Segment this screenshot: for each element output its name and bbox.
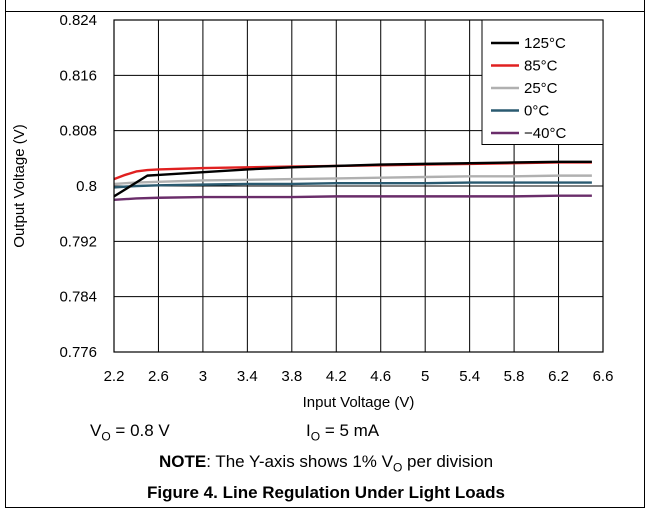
- y-tick-label: 0.808: [59, 123, 97, 140]
- note-text: : The Y-axis shows 1% V: [206, 452, 393, 471]
- note-subscript: O: [392, 460, 403, 475]
- legend-label: 85°C: [524, 58, 558, 75]
- y-axis-title: Output Voltage (V): [11, 124, 28, 247]
- figure-caption: Figure 4. Line Regulation Under Light Lo…: [147, 483, 505, 502]
- x-tick-label: 2.6: [148, 368, 169, 385]
- note-text-end: per division: [402, 452, 494, 471]
- figure-frame: [5, 0, 645, 508]
- x-tick-label: 2.2: [104, 368, 125, 385]
- x-tick-label: 3.4: [237, 368, 258, 385]
- x-axis-title: Input Voltage (V): [303, 394, 415, 411]
- y-tick-label: 0.816: [59, 67, 97, 84]
- frame-top-border: [5, 11, 645, 12]
- y-tick-label: 0.8: [76, 178, 97, 195]
- line-chart: 2.2 2.6 3 3.4 3.8 4.2 4.6 5 5.4 5.8 6.2 6.6 0.776 0.7…: [11, 12, 613, 411]
- y-tick-label: 0.776: [59, 344, 97, 361]
- vo-label: V: [90, 421, 102, 440]
- series-layer: [113, 160, 592, 202]
- tick-label-layer: 2.2 2.6 3 3.4 3.8 4.2 4.6 5 5.4 5.8 6.2 6.6 0.776 0.7…: [59, 12, 613, 385]
- vo-value: = 0.8 V: [115, 421, 170, 440]
- legend-label: −40°C: [524, 125, 566, 142]
- legend-label: 0°C: [524, 103, 549, 120]
- io-subscript: O: [310, 429, 321, 444]
- note-label: NOTE: [158, 452, 207, 471]
- x-tick-label: 6.6: [593, 368, 614, 385]
- legend-label: 125°C: [524, 35, 566, 52]
- x-tick-label: 5: [421, 368, 429, 385]
- output-voltage-condition: VO = 0.8 V: [90, 421, 170, 443]
- x-tick-label: 5.4: [459, 368, 480, 385]
- y-tick-label: 0.784: [59, 289, 97, 306]
- io-value: = 5 mA: [324, 421, 380, 440]
- y-tick-label: 0.824: [59, 12, 97, 29]
- x-tick-label: 5.8: [504, 368, 525, 385]
- series-line: [113, 174, 592, 186]
- series-line: [113, 160, 592, 198]
- x-tick-label: 3.8: [281, 368, 302, 385]
- x-tick-label: 4.2: [326, 368, 347, 385]
- x-tick-label: 3: [199, 368, 207, 385]
- y-tick-label: 0.792: [59, 233, 97, 250]
- output-current-condition: IO = 5 mA: [306, 421, 379, 443]
- legend-label: 25°C: [524, 80, 558, 97]
- x-tick-label: 4.6: [370, 368, 391, 385]
- vo-subscript: O: [101, 429, 111, 444]
- note: NOTE: The Y-axis shows 1% VO per divisio…: [0, 452, 652, 474]
- legend-box: [481, 19, 604, 145]
- x-tick-label: 6.2: [548, 368, 569, 385]
- plot-border: [113, 19, 604, 353]
- legend: 125°C 85°C 25°C 0°C −40°C: [481, 19, 604, 145]
- series-line: [113, 181, 592, 189]
- series-line: [113, 194, 592, 202]
- io-label: I: [306, 421, 311, 440]
